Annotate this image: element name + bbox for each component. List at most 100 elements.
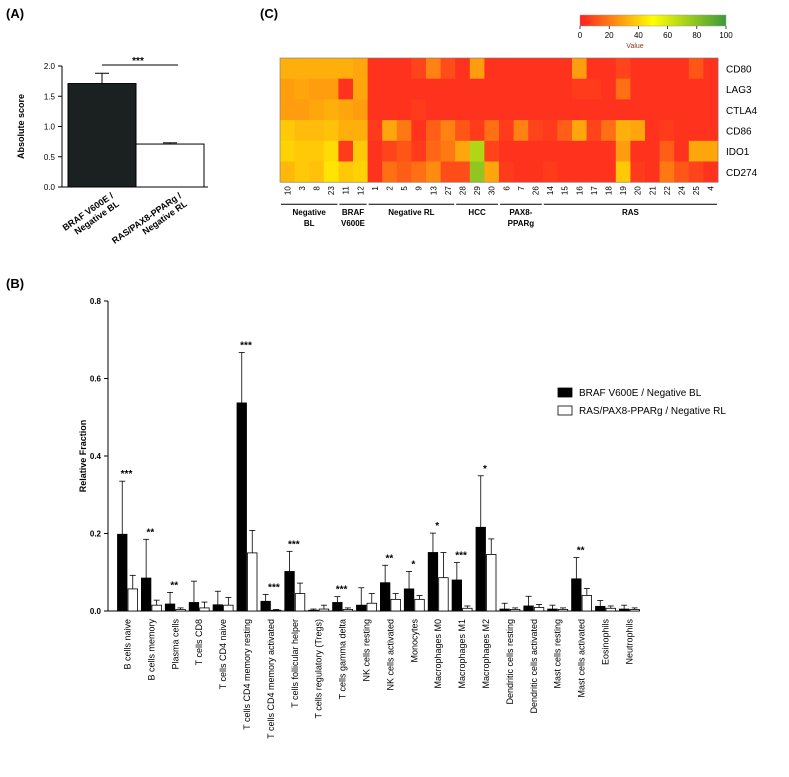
- bar: [499, 608, 510, 612]
- significance-label: ***: [121, 469, 133, 480]
- heatmap-cell: [294, 58, 310, 80]
- bar: [581, 595, 592, 612]
- heatmap-cell: [426, 120, 441, 142]
- bar: [462, 607, 473, 612]
- heatmap-cell: [557, 161, 573, 183]
- legend-swatch: [557, 405, 573, 416]
- heatmap-cell: [367, 78, 383, 100]
- heatmap-cell: [353, 140, 368, 162]
- column-label: 6: [502, 186, 511, 191]
- bar: [356, 604, 367, 612]
- heatmap-cell: [659, 58, 675, 80]
- y-tick-label: 0.6: [90, 375, 102, 384]
- heatmap-cell: [557, 120, 573, 142]
- heatmap-cell: [294, 120, 310, 142]
- bar: [294, 593, 306, 612]
- heatmap-cell: [645, 140, 660, 162]
- group-label: BRAF V600E: [341, 208, 366, 228]
- heatmap-cell: [294, 161, 310, 183]
- column-label: 13: [429, 186, 438, 195]
- significance-label: ***: [240, 341, 252, 352]
- significance-label: *: [411, 559, 415, 570]
- column-label: 9: [415, 186, 424, 191]
- column-label: 1: [371, 186, 380, 191]
- y-axis-title: Relative Fraction: [78, 420, 88, 493]
- significance-label: **: [386, 553, 394, 564]
- heatmap-cell: [615, 99, 631, 121]
- heatmap-cell: [601, 99, 617, 121]
- heatmap-cell: [586, 120, 602, 142]
- legend-swatch: [557, 387, 573, 398]
- heatmap-cell: [323, 78, 339, 100]
- significance-label: **: [147, 527, 155, 538]
- column-label: 15: [561, 186, 570, 195]
- heatmap-cell: [542, 120, 558, 142]
- heatmap-cell: [455, 99, 471, 121]
- heatmap-cell: [703, 140, 719, 162]
- heatmap-cell: [528, 161, 544, 183]
- heatmap-cell: [542, 99, 558, 121]
- heatmap-cell: [469, 120, 485, 142]
- x-tick-label: NK cells resting: [362, 619, 372, 682]
- significance-label: *: [483, 464, 487, 475]
- heatmap-cell: [353, 161, 368, 183]
- heatmap-cell: [528, 58, 544, 80]
- colorbar-tick-label: 0: [578, 31, 583, 40]
- heatmap-cell: [586, 78, 602, 100]
- heatmap-cell: [528, 99, 544, 121]
- bar: [523, 605, 534, 612]
- heatmap-cell: [659, 140, 675, 162]
- column-label: 2: [386, 186, 395, 191]
- colorbar-tick-label: 100: [719, 31, 733, 40]
- heatmap-cell: [542, 140, 558, 162]
- heatmap-cell: [645, 120, 660, 142]
- x-tick-label: Eosinophils: [601, 619, 611, 666]
- heatmap-cell: [630, 78, 646, 100]
- bar: [127, 588, 138, 612]
- column-label: 23: [327, 186, 336, 195]
- column-label: 12: [356, 186, 365, 195]
- x-tick-label: T cells CD4 memory resting: [242, 619, 252, 730]
- group-label: HCC: [468, 208, 486, 217]
- column-label: 14: [546, 186, 555, 195]
- heatmap-cell: [688, 120, 704, 142]
- x-tick-label: B cells memory: [146, 619, 156, 681]
- bar: [605, 607, 616, 612]
- heatmap-cell: [338, 78, 354, 100]
- heatmap-cell: [382, 58, 398, 80]
- heatmap-cell: [484, 78, 500, 100]
- bar: [318, 608, 330, 612]
- column-label: 28: [459, 186, 468, 195]
- heatmap-cell: [630, 120, 646, 142]
- column-label: 3: [298, 186, 307, 191]
- significance-label: ***: [288, 539, 300, 550]
- heatmap-cell: [615, 78, 631, 100]
- heatmap-cell: [688, 140, 704, 162]
- heatmap-cell: [469, 99, 485, 121]
- heatmap-cell: [484, 120, 500, 142]
- bar: [366, 602, 377, 612]
- row-label: LAG3: [726, 85, 752, 96]
- panel-c-label: (C): [260, 6, 278, 21]
- heatmap-cell: [557, 140, 573, 162]
- column-label: 8: [313, 186, 322, 191]
- significance-label: **: [170, 580, 178, 591]
- heatmap-cell: [703, 120, 719, 142]
- x-tick-label: T cells CD8: [194, 619, 204, 665]
- heatmap-cell: [542, 78, 558, 100]
- column-label: 24: [678, 186, 687, 195]
- heatmap-cell: [367, 140, 383, 162]
- heatmap-cell: [630, 58, 646, 80]
- heatmap-cell: [280, 58, 295, 80]
- legend-label: RAS/PAX8-PPARg / Negative RL: [579, 406, 726, 417]
- bar: [427, 552, 439, 612]
- heatmap-cell: [630, 161, 646, 183]
- heatmap-cell: [382, 161, 398, 183]
- heatmap-cell: [469, 140, 485, 162]
- x-tick-label: T cells regulatory (Tregs): [314, 619, 324, 719]
- bar: [571, 578, 582, 612]
- x-tick-label: Dendritic cells activated: [529, 619, 539, 714]
- group-label: RAS: [622, 208, 640, 217]
- column-label: 25: [692, 186, 701, 195]
